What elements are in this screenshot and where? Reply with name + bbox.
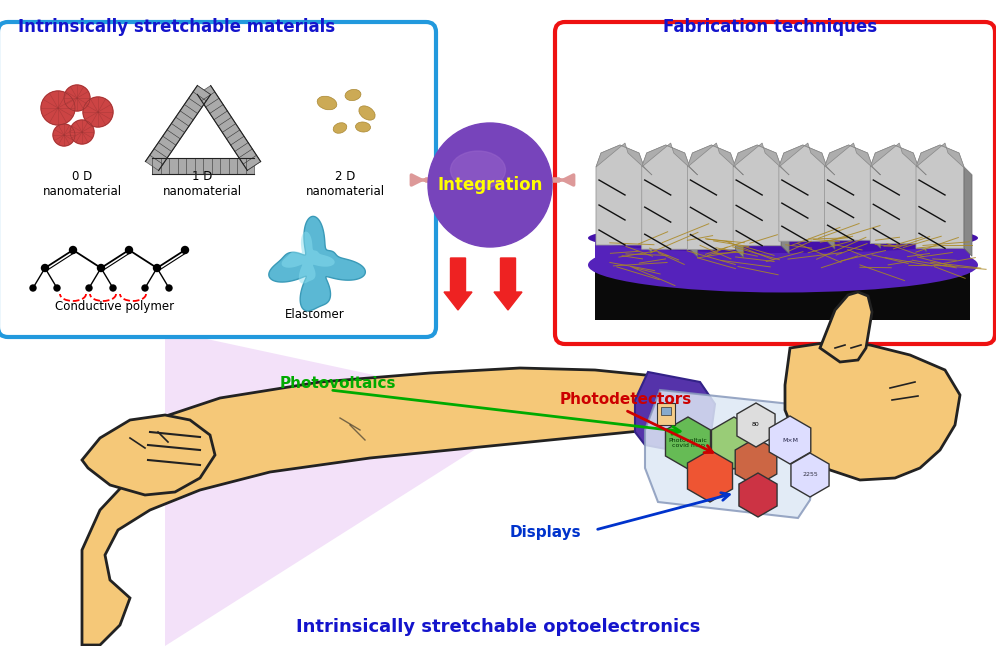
Polygon shape (916, 145, 964, 248)
Ellipse shape (588, 238, 978, 293)
Polygon shape (711, 417, 757, 469)
Polygon shape (785, 342, 960, 480)
Circle shape (125, 247, 132, 253)
Polygon shape (737, 403, 775, 447)
Polygon shape (635, 372, 715, 455)
Circle shape (142, 285, 148, 291)
Circle shape (166, 285, 172, 291)
Polygon shape (282, 232, 335, 284)
Circle shape (30, 285, 36, 291)
Text: M×M: M×M (782, 437, 798, 443)
Polygon shape (687, 145, 735, 249)
Ellipse shape (356, 122, 371, 132)
Circle shape (53, 124, 75, 146)
Text: Fabrication techniques: Fabrication techniques (663, 18, 877, 36)
Polygon shape (145, 85, 210, 171)
Bar (595, 238, 970, 268)
Bar (657, 403, 675, 425)
Polygon shape (689, 167, 698, 257)
Polygon shape (964, 167, 972, 256)
FancyArrow shape (444, 258, 472, 310)
Circle shape (181, 247, 188, 253)
Polygon shape (781, 167, 789, 254)
Text: Displays: Displays (510, 525, 582, 539)
Text: Integration: Integration (437, 176, 543, 194)
Polygon shape (871, 145, 918, 244)
Circle shape (153, 264, 160, 271)
Polygon shape (644, 167, 652, 253)
Text: 1 D
nanomaterial: 1 D nanomaterial (162, 170, 242, 198)
Ellipse shape (317, 96, 337, 110)
Circle shape (54, 285, 60, 291)
Polygon shape (825, 145, 872, 240)
Polygon shape (779, 145, 827, 241)
Polygon shape (827, 167, 835, 249)
Text: 0 D
nanomaterial: 0 D nanomaterial (43, 170, 122, 198)
Circle shape (110, 285, 116, 291)
Polygon shape (687, 450, 732, 502)
Bar (595, 265, 970, 320)
Circle shape (83, 97, 113, 127)
Text: Conductive polymer: Conductive polymer (56, 300, 174, 313)
Polygon shape (735, 438, 777, 486)
Ellipse shape (345, 89, 361, 101)
Polygon shape (269, 216, 366, 311)
Polygon shape (733, 143, 789, 175)
Polygon shape (820, 292, 872, 362)
Circle shape (98, 264, 105, 271)
Polygon shape (645, 390, 818, 518)
Polygon shape (871, 143, 926, 175)
Circle shape (64, 85, 90, 111)
Polygon shape (596, 145, 644, 245)
Text: Photovoltaic
covid map: Photovoltaic covid map (668, 437, 707, 448)
Polygon shape (152, 158, 254, 174)
Text: Intrinsically stretchable optoelectronics: Intrinsically stretchable optoelectronic… (296, 618, 700, 636)
Polygon shape (735, 167, 743, 258)
Circle shape (41, 91, 75, 125)
Polygon shape (791, 453, 829, 497)
Text: Photodetectors: Photodetectors (560, 393, 692, 408)
Polygon shape (665, 417, 710, 469)
Ellipse shape (450, 151, 506, 189)
Ellipse shape (588, 223, 978, 253)
Circle shape (428, 123, 552, 247)
FancyBboxPatch shape (0, 22, 436, 337)
Ellipse shape (359, 106, 375, 120)
Bar (575, 45, 975, 325)
Circle shape (70, 120, 94, 144)
Polygon shape (916, 143, 972, 175)
Polygon shape (165, 330, 490, 646)
Polygon shape (82, 415, 215, 495)
Polygon shape (739, 473, 777, 517)
Circle shape (42, 264, 49, 271)
Text: 2 D
nanomaterial: 2 D nanomaterial (306, 170, 384, 198)
Polygon shape (918, 167, 926, 251)
Ellipse shape (334, 123, 347, 133)
Text: Elastomer: Elastomer (285, 308, 345, 321)
Polygon shape (641, 145, 689, 249)
Polygon shape (596, 143, 652, 175)
Polygon shape (769, 416, 811, 464)
Text: 2255: 2255 (802, 472, 818, 477)
Bar (661, 407, 671, 415)
Polygon shape (641, 143, 698, 175)
Text: Intrinsically stretchable materials: Intrinsically stretchable materials (18, 18, 335, 36)
Circle shape (86, 285, 92, 291)
FancyArrow shape (494, 258, 522, 310)
Polygon shape (687, 143, 743, 175)
Text: Photovoltaics: Photovoltaics (280, 377, 396, 391)
FancyBboxPatch shape (555, 22, 995, 344)
Circle shape (70, 247, 77, 253)
Polygon shape (733, 145, 781, 245)
Text: 80: 80 (752, 422, 760, 428)
Polygon shape (82, 368, 710, 645)
Polygon shape (825, 143, 880, 175)
Polygon shape (872, 167, 880, 248)
Polygon shape (197, 86, 261, 171)
Polygon shape (779, 143, 835, 175)
